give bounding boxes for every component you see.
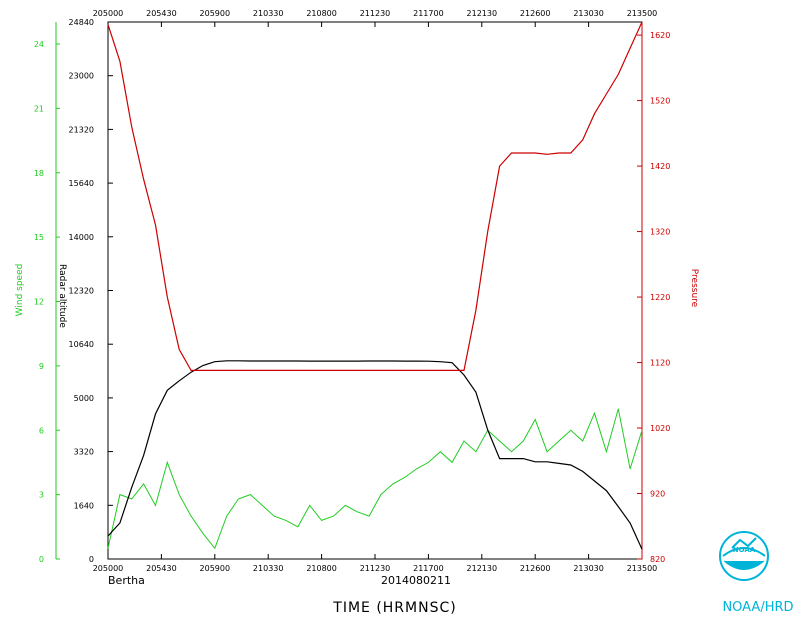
wind-tick-label: 18 <box>34 169 44 178</box>
pressure-tick-label: 1320 <box>650 228 670 237</box>
bottom-time-tick: 210800 <box>306 564 337 573</box>
top-time-tick: 205430 <box>146 9 177 18</box>
bottom-time-tick: 212600 <box>520 564 551 573</box>
pressure-tick-label: 1220 <box>650 293 670 302</box>
wind-tick-label: 6 <box>39 426 44 435</box>
top-time-tick: 213500 <box>627 9 658 18</box>
altitude-axis-label: Radar altitude <box>57 264 67 328</box>
bottom-time-tick-labels: 205000 205430 205900 210330 210800 211230 2117… <box>93 564 658 573</box>
bottom-time-tick: 212130 <box>467 564 498 573</box>
altitude-tick-label: 1640 <box>74 501 94 510</box>
top-time-tick: 212600 <box>520 9 551 18</box>
storm-name-label: Bertha <box>108 574 145 587</box>
top-time-tick: 210800 <box>306 9 337 18</box>
bottom-time-tick: 211700 <box>413 564 444 573</box>
pressure-tick-label: 920 <box>650 490 665 499</box>
bottom-time-tick: 210330 <box>253 564 284 573</box>
wind-axis-label: Wind speed <box>15 264 25 317</box>
pressure-tick-label: 1120 <box>650 359 670 368</box>
pressure-tick-label: 1620 <box>650 31 670 40</box>
wind-tick-label: 0 <box>39 555 44 564</box>
altitude-tick-labels: 0 1640 3320 5000 10640 12320 14000 15640 21320 23… <box>69 18 113 564</box>
altitude-tick-label: 24840 <box>69 18 94 27</box>
pressure-tick-label: 1420 <box>650 162 670 171</box>
wind-tick-label: 12 <box>34 298 44 307</box>
top-time-tick: 210330 <box>253 9 284 18</box>
top-time-tick: 205000 <box>93 9 124 18</box>
svg-text:NOAA: NOAA <box>733 546 756 554</box>
altitude-tick-label: 0 <box>89 555 94 564</box>
top-time-tick: 212130 <box>467 9 498 18</box>
pressure-tick-label: 820 <box>650 555 665 564</box>
altitude-tick-label: 21320 <box>69 125 94 134</box>
wind-tick-label: 3 <box>39 491 44 500</box>
wind-tick-label: 24 <box>34 40 44 49</box>
noaa-logo-icon: NOAA <box>719 531 769 581</box>
bottom-time-tick: 205000 <box>93 564 124 573</box>
radar-altitude-line <box>107 360 643 550</box>
pressure-tick-label: 1520 <box>650 97 670 106</box>
altitude-tick-label: 10640 <box>69 340 94 349</box>
pressure-axis-label: Pressure <box>689 269 699 308</box>
tick-marks <box>107 22 643 559</box>
altitude-tick-label: 12320 <box>69 287 94 296</box>
altitude-tick-label: 15640 <box>69 179 94 188</box>
top-time-tick: 213030 <box>573 9 604 18</box>
bottom-time-tick: 213500 <box>627 564 658 573</box>
wind-tick-label: 15 <box>34 233 44 242</box>
pressure-line <box>107 21 643 371</box>
wind-speed-line <box>107 408 643 550</box>
bottom-time-tick: 213030 <box>573 564 604 573</box>
top-time-tick: 205900 <box>200 9 231 18</box>
noaa-hrd-label: NOAA/HRD <box>722 600 793 615</box>
pressure-tick-label: 1020 <box>650 424 670 433</box>
top-time-tick-labels: 205000 205430 205900 210330 210800 211230 2117… <box>93 9 658 18</box>
wind-tick-label: 9 <box>39 362 44 371</box>
altitude-tick-label: 23000 <box>69 72 94 81</box>
x-axis-title: TIME (HRMNSC) <box>332 600 456 616</box>
altitude-tick-label: 5000 <box>74 394 94 403</box>
date-label: 2014080211 <box>381 574 451 587</box>
top-time-tick: 211700 <box>413 9 444 18</box>
altitude-tick-label: 14000 <box>69 233 94 242</box>
pressure-tick-labels: 820 920 1020 1120 1220 1320 1420 1520 1620 <box>637 31 670 564</box>
bottom-time-tick: 205900 <box>200 564 231 573</box>
plot-frame <box>107 21 643 560</box>
bottom-time-tick: 205430 <box>146 564 177 573</box>
top-time-tick: 211230 <box>360 9 391 18</box>
wind-tick-label: 21 <box>34 104 44 113</box>
bottom-time-tick: 211230 <box>360 564 391 573</box>
wind-tick-labels: 0 3 6 9 12 15 18 21 24 <box>34 40 60 564</box>
altitude-tick-label: 3320 <box>74 448 94 457</box>
